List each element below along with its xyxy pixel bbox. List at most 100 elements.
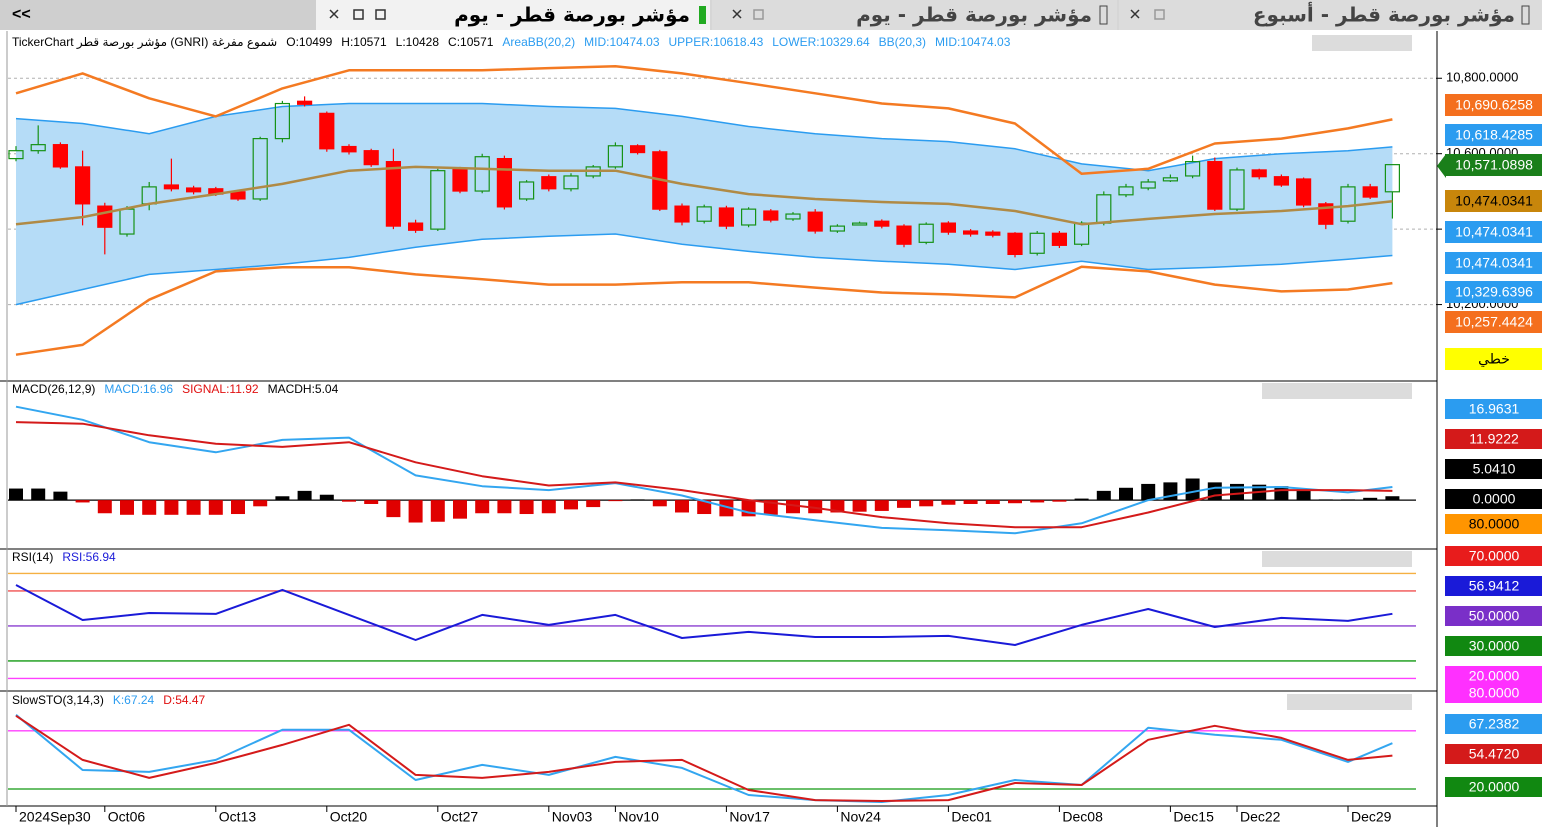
value-tag-label: 20.0000 — [1469, 779, 1520, 795]
legend-item: H:10571 — [341, 35, 387, 49]
candle-body — [1295, 178, 1312, 206]
x-tick-label: Oct06 — [108, 809, 146, 825]
tab-active[interactable] — [316, 0, 710, 30]
tab-scroll-label[interactable]: << — [12, 6, 31, 23]
value-tag-label: 0.0000 — [1473, 491, 1516, 507]
candle-body — [1273, 176, 1290, 186]
histogram-bar — [1385, 496, 1400, 501]
histogram-bar — [97, 500, 112, 514]
tab-controls[interactable] — [329, 9, 1165, 20]
histogram-bar — [830, 500, 845, 513]
candle-body — [1184, 161, 1201, 177]
candle-body — [474, 156, 490, 192]
histogram-bar — [541, 500, 556, 514]
histogram-bar — [75, 500, 90, 503]
candle-body — [1140, 181, 1156, 189]
legend-item: RSI(14) — [12, 550, 53, 564]
candle-body — [74, 166, 91, 205]
histogram-bar — [564, 500, 578, 510]
histogram-bar — [164, 500, 179, 515]
histogram-bar — [186, 500, 201, 515]
histogram-bar — [9, 488, 23, 501]
value-tag — [1445, 154, 1542, 176]
histogram-bar — [919, 500, 934, 507]
histogram-bar — [453, 500, 467, 519]
x-tick-label: Dec29 — [1351, 809, 1392, 825]
pane-controls[interactable] — [1262, 35, 1412, 710]
value-tag — [1445, 777, 1542, 797]
candle-body — [385, 161, 401, 227]
histogram-bar — [31, 488, 46, 501]
x-tick-label: Oct27 — [441, 809, 479, 825]
candle-body — [763, 210, 779, 221]
legend-item: AreaBB(20,2) — [502, 35, 575, 49]
pane-legend: MACD(26,12,9) MACD:16.96 SIGNAL:11.92 MACDH… — [12, 382, 339, 396]
histogram-bar — [719, 500, 734, 517]
legend-item: SlowSTO(3,14,3) — [12, 693, 104, 707]
tab-status — [1099, 5, 1108, 25]
candle-body — [629, 145, 646, 154]
histogram-bar — [1341, 499, 1355, 501]
indicator-line — [15, 265, 1393, 356]
value-tag-label: 50.0000 — [1469, 608, 1520, 624]
candle-body — [319, 112, 335, 150]
candle-body — [363, 150, 379, 166]
pane-borders — [0, 31, 1438, 827]
histogram-bar — [53, 491, 68, 501]
x-tick-label: Dec08 — [1062, 809, 1103, 825]
x-tick-label: Oct13 — [219, 809, 257, 825]
histogram-bar — [1008, 500, 1022, 504]
histogram-bar — [985, 500, 1000, 504]
value-tag — [1445, 683, 1542, 703]
histogram-bar — [1052, 500, 1067, 502]
value-tag — [1445, 94, 1542, 116]
value-tag — [1445, 281, 1542, 303]
candle-body — [962, 230, 979, 235]
candle-body — [541, 176, 557, 190]
value-tag — [1445, 714, 1542, 734]
candle-body — [985, 231, 1001, 236]
value-tag-label: 10,474.0341 — [1455, 224, 1533, 240]
candle-body — [163, 184, 179, 190]
candle-body — [52, 144, 69, 168]
histogram-bar — [808, 500, 823, 514]
histogram-bar — [1096, 490, 1111, 501]
candle-body — [874, 220, 890, 227]
histogram-bar — [519, 500, 534, 515]
histogram-bar — [1363, 497, 1378, 501]
value-tag — [1445, 221, 1542, 243]
tab-label[interactable]: مؤشر بورصة قطر - يوم — [856, 3, 1092, 27]
candle-body — [807, 211, 823, 232]
legend-item: K:67.24 — [113, 693, 155, 707]
value-tag — [1445, 311, 1542, 333]
indicator-line — [15, 165, 1393, 226]
histogram-bar — [475, 500, 490, 514]
value-tag — [1445, 252, 1542, 274]
value-tag-label: 56.9412 — [1469, 578, 1520, 594]
candle-body — [496, 157, 512, 208]
x-tick-label: 2024Sep30 — [19, 809, 91, 825]
indicator-line — [15, 64, 1393, 175]
candle-body — [1340, 186, 1356, 222]
candle-body — [1118, 186, 1134, 196]
tab-status — [1521, 5, 1530, 25]
candle-body — [851, 222, 868, 226]
candle-body — [186, 187, 202, 193]
legend-item: BB(20,3) — [879, 35, 926, 49]
candle-body — [696, 206, 712, 222]
legend-item: MACD:16.96 — [104, 382, 173, 396]
tab-label[interactable]: مؤشر بورصة قطر - أسبوع — [1253, 1, 1515, 27]
candle-body — [1029, 232, 1045, 254]
tab[interactable] — [1119, 0, 1542, 30]
legend-item: LOWER:10329.64 — [772, 35, 870, 49]
tab[interactable] — [712, 0, 1117, 30]
value-tag-label: 54.4720 — [1469, 746, 1520, 762]
tab-label[interactable]: مؤشر بورصة قطر - يوم — [454, 3, 690, 27]
legend-item: MACD(26,12,9) — [12, 382, 95, 396]
x-tick-label: Nov17 — [729, 809, 770, 825]
tab-scroll[interactable] — [0, 0, 316, 30]
indicator-line — [15, 584, 1393, 646]
candle-body — [607, 145, 624, 168]
value-tag-label: 70.0000 — [1469, 548, 1520, 564]
histogram-bar — [586, 500, 601, 508]
